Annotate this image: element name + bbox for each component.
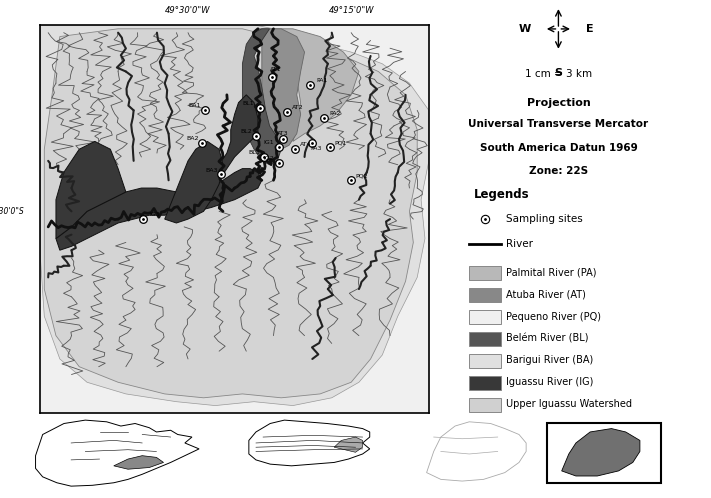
Polygon shape [427,422,526,481]
Polygon shape [242,29,282,165]
Text: Palmital River (PA): Palmital River (PA) [506,268,597,278]
Text: 1 cm = 3 km: 1 cm = 3 km [525,69,592,79]
Text: IG1: IG1 [264,140,274,145]
Polygon shape [56,169,262,250]
Text: Universal Transverse Mercator: Universal Transverse Mercator [469,119,648,129]
Text: Pequeno River (PQ): Pequeno River (PQ) [506,312,601,322]
Text: BA1: BA1 [188,104,201,109]
Text: Sampling sites: Sampling sites [506,214,582,224]
Text: Zone: 22S: Zone: 22S [529,166,588,176]
Text: S: S [555,68,562,78]
Polygon shape [562,429,640,476]
Text: BL1: BL1 [242,102,254,107]
Text: BA3: BA3 [205,167,218,172]
Text: AT4: AT4 [299,142,311,147]
Text: River: River [506,239,533,249]
Text: 25°30'0"S: 25°30'0"S [0,207,25,216]
Text: 49°15'0"W: 49°15'0"W [328,6,374,15]
Text: Projection: Projection [527,98,590,109]
Polygon shape [41,25,429,405]
Text: AT3: AT3 [277,130,289,135]
Text: IG2: IG2 [264,156,274,161]
Text: PQ2: PQ2 [356,173,368,178]
Bar [469,266,501,280]
Text: Legends: Legends [474,188,530,201]
Text: AT2: AT2 [292,106,304,111]
Bar [469,375,501,390]
Text: Upper Iguassu Watershed: Upper Iguassu Watershed [506,399,632,409]
Polygon shape [56,141,126,239]
Text: Iguassu River (IG): Iguassu River (IG) [506,377,593,387]
Polygon shape [334,437,363,452]
Text: Belém River (BL): Belém River (BL) [506,334,588,344]
Polygon shape [36,420,199,486]
Text: IG3: IG3 [149,212,160,217]
Text: PA3: PA3 [311,146,322,151]
Text: BA2: BA2 [186,136,198,141]
Text: E: E [586,24,594,34]
Bar [469,397,501,412]
Bar [469,354,501,368]
Text: W: W [518,24,531,34]
Bar [469,310,501,324]
Polygon shape [203,95,258,196]
Polygon shape [258,29,304,149]
Text: PA1: PA1 [316,78,328,83]
Text: 49°30'0"W: 49°30'0"W [165,6,210,15]
Text: BL3: BL3 [248,150,260,155]
Polygon shape [249,420,370,466]
Polygon shape [44,29,417,398]
Text: South America Datun 1969: South America Datun 1969 [479,142,637,152]
Polygon shape [114,456,164,469]
Text: Atuba River (AT): Atuba River (AT) [506,290,586,300]
Text: PA2: PA2 [330,111,341,116]
Polygon shape [274,29,359,141]
Text: Barigui River (BA): Barigui River (BA) [506,356,593,366]
Bar [469,288,501,302]
Text: PQ1: PQ1 [334,140,347,145]
Bar [547,423,661,483]
Text: AT1: AT1 [269,67,281,72]
Text: BL2: BL2 [240,128,252,133]
Polygon shape [165,141,223,223]
Bar [469,332,501,346]
